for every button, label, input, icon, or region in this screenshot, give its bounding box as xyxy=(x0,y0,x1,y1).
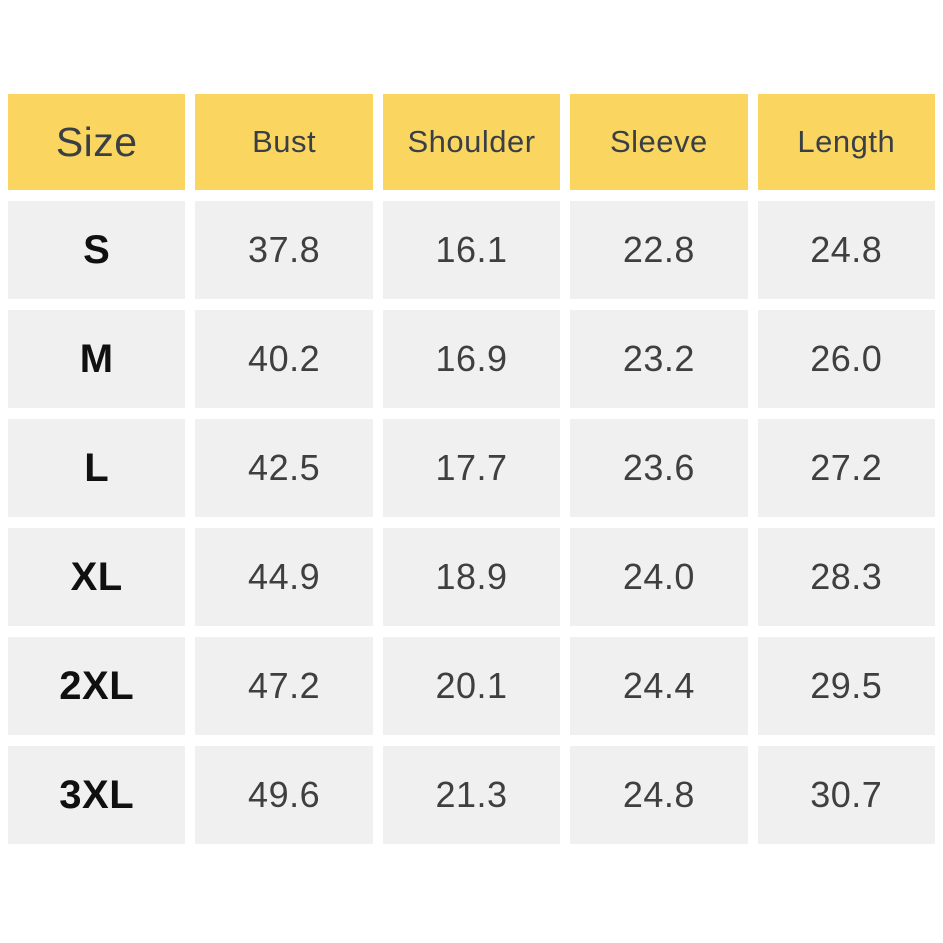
measurement-cell: 49.6 xyxy=(195,746,373,844)
header-cell-sleeve: Sleeve xyxy=(570,94,748,190)
measurement-cell: 44.9 xyxy=(195,528,373,626)
measurement-cell: 16.9 xyxy=(382,310,561,408)
measurement-cell: 16.1 xyxy=(382,201,561,299)
measurement-cell: 27.2 xyxy=(757,419,935,517)
size-label-cell: 2XL xyxy=(8,637,186,735)
measurement-cell: 24.8 xyxy=(757,201,935,299)
measurement-cell: 26.0 xyxy=(757,310,935,408)
measurement-cell: 17.7 xyxy=(382,419,561,517)
measurement-cell: 42.5 xyxy=(195,419,373,517)
measurement-cell: 29.5 xyxy=(757,637,935,735)
size-chart-table: Size Bust Shoulder Sleeve Length S 37.8 16.1 22.… xyxy=(8,94,935,844)
header-cell-shoulder: Shoulder xyxy=(382,94,561,190)
measurement-cell: 30.7 xyxy=(757,746,935,844)
size-label-cell: S xyxy=(8,201,186,299)
size-label-cell: L xyxy=(8,419,186,517)
measurement-cell: 23.2 xyxy=(570,310,748,408)
size-label-cell: XL xyxy=(8,528,186,626)
header-cell-bust: Bust xyxy=(195,94,373,190)
measurement-cell: 40.2 xyxy=(195,310,373,408)
header-cell-size: Size xyxy=(8,94,186,190)
measurement-cell: 24.4 xyxy=(570,637,748,735)
size-label-cell: M xyxy=(8,310,186,408)
measurement-cell: 28.3 xyxy=(757,528,935,626)
measurement-cell: 23.6 xyxy=(570,419,748,517)
measurement-cell: 20.1 xyxy=(382,637,561,735)
measurement-cell: 21.3 xyxy=(382,746,561,844)
measurement-cell: 24.8 xyxy=(570,746,748,844)
measurement-cell: 47.2 xyxy=(195,637,373,735)
size-label-cell: 3XL xyxy=(8,746,186,844)
header-cell-length: Length xyxy=(757,94,935,190)
measurement-cell: 37.8 xyxy=(195,201,373,299)
measurement-cell: 18.9 xyxy=(382,528,561,626)
measurement-cell: 24.0 xyxy=(570,528,748,626)
measurement-cell: 22.8 xyxy=(570,201,748,299)
